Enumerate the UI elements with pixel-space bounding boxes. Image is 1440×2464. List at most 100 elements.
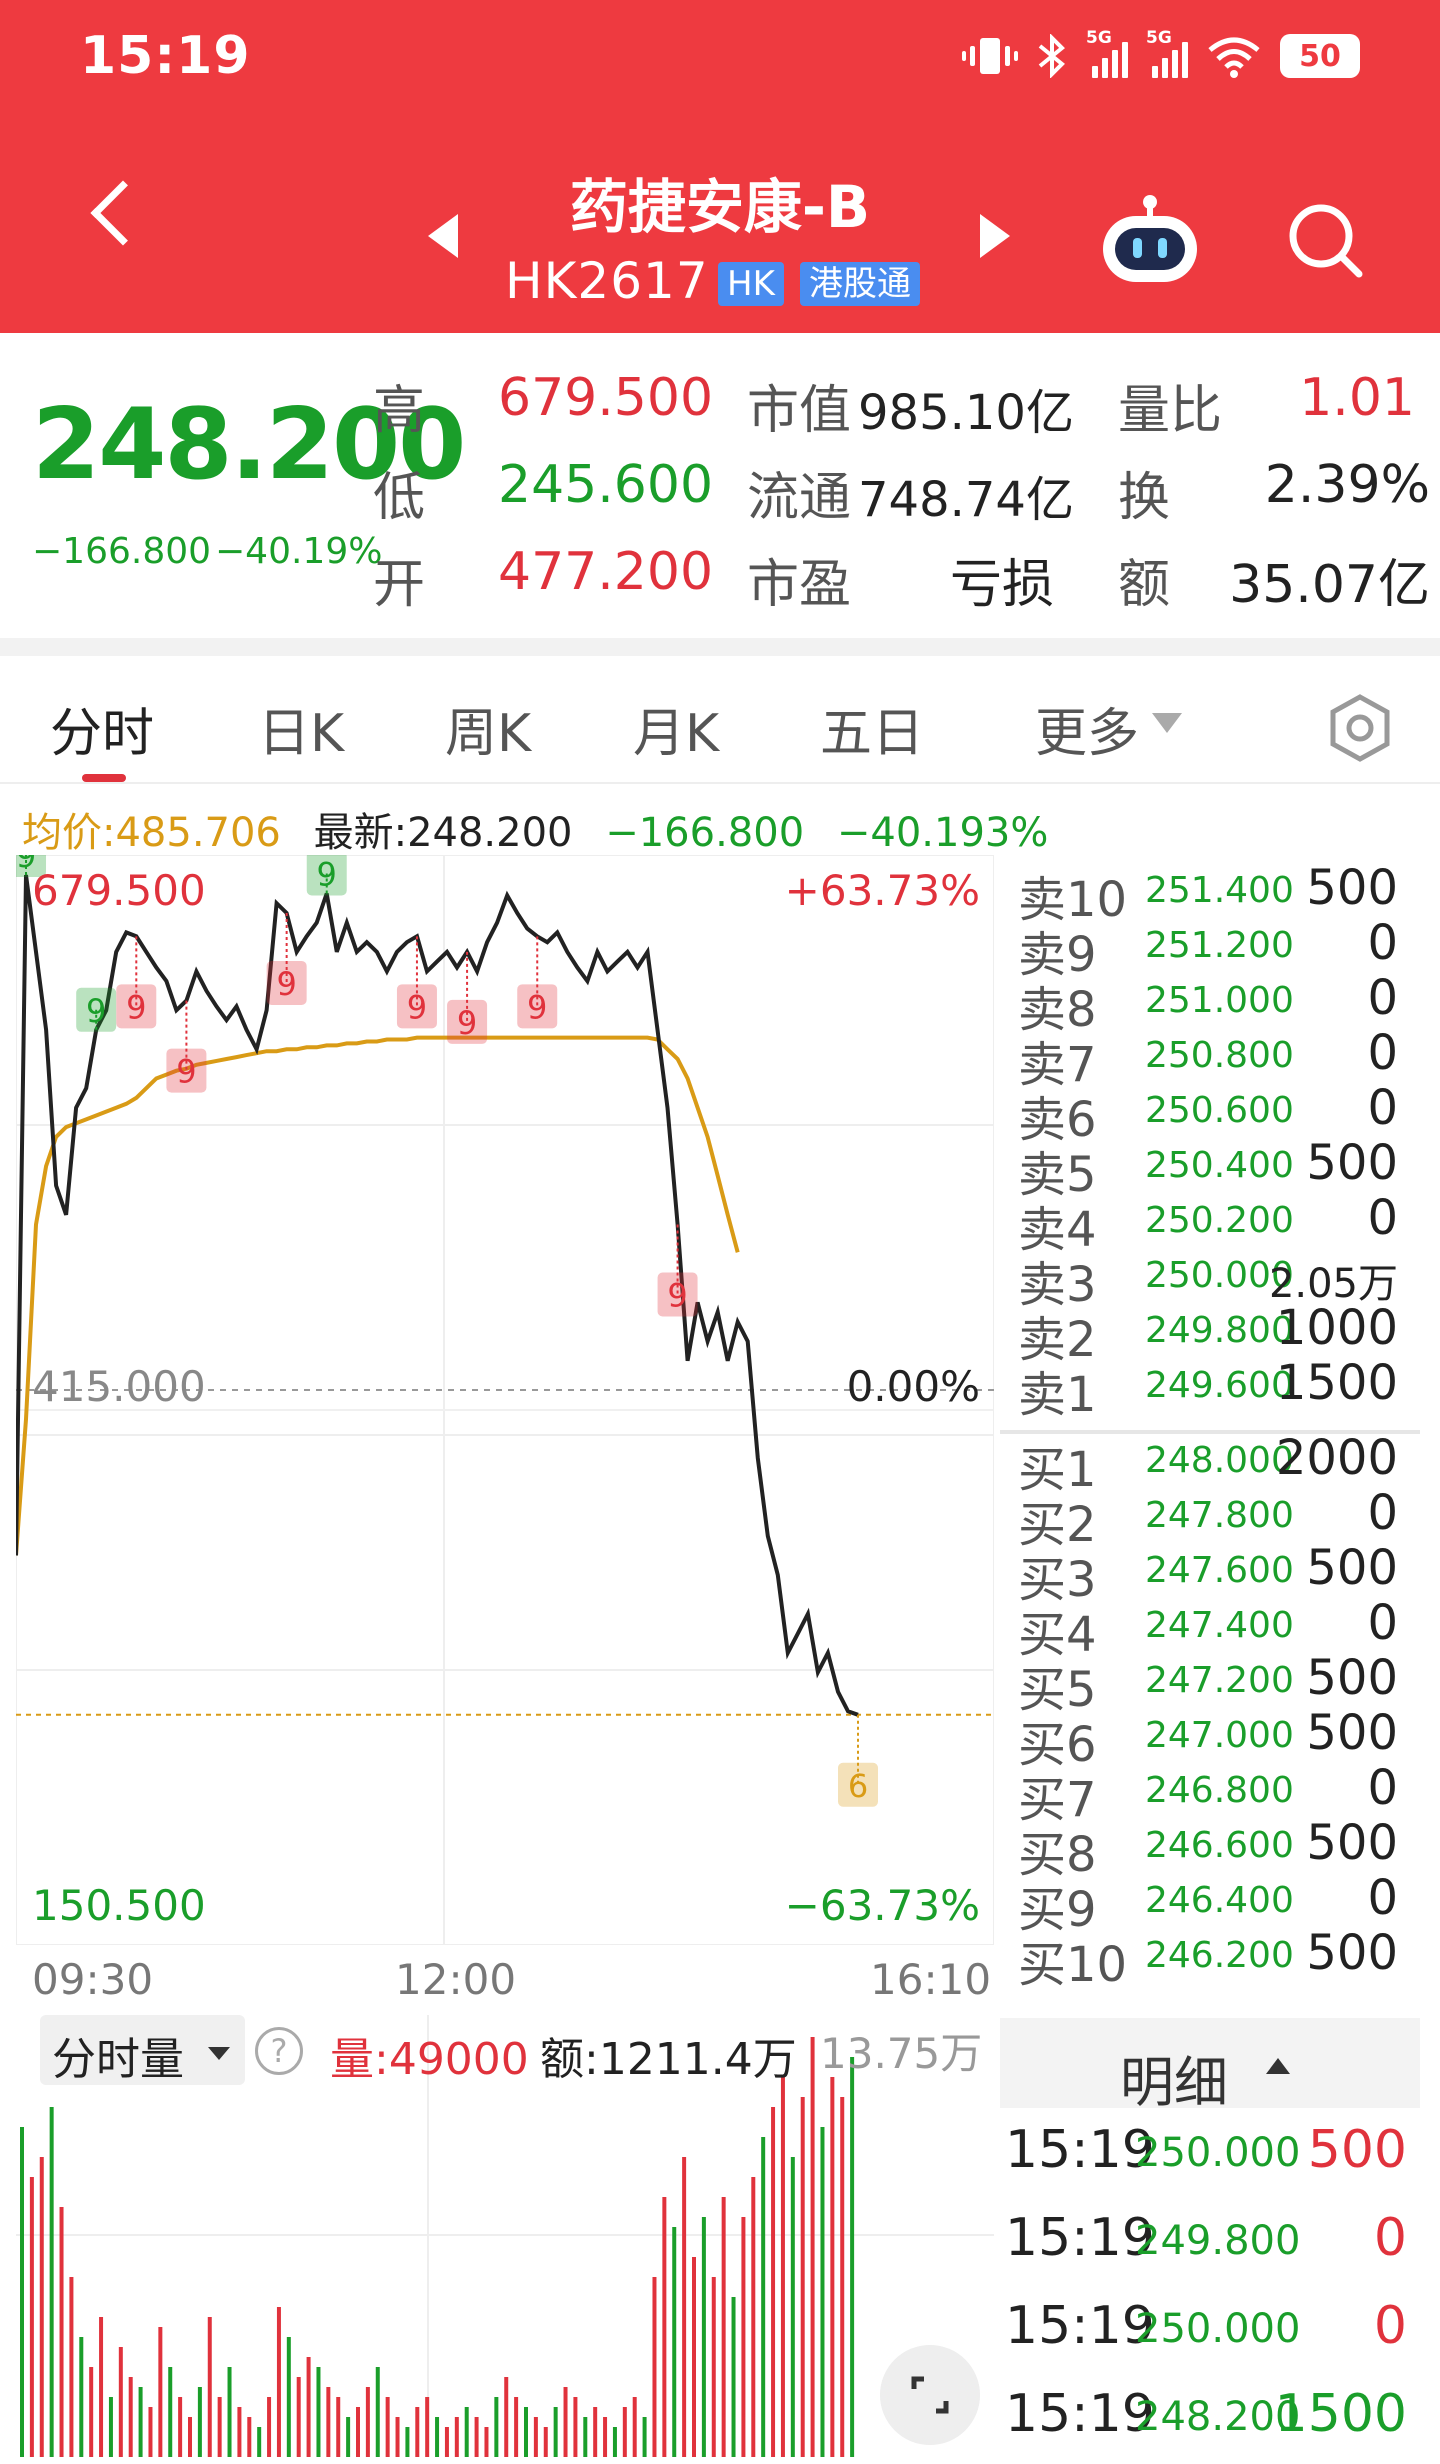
- order-level-label: 卖8: [1018, 982, 1097, 1038]
- tab-daily-k[interactable]: 日K: [258, 704, 345, 764]
- volume-bar: [583, 2417, 588, 2457]
- order-volume: 1000: [1275, 1300, 1398, 1356]
- trade-detail-header[interactable]: 明细: [1000, 2018, 1420, 2114]
- trade-volume: 0: [1373, 2296, 1407, 2356]
- order-level-label: 卖1: [1018, 1367, 1097, 1423]
- settings-icon[interactable]: [1325, 693, 1395, 763]
- order-volume: 500: [1306, 1650, 1398, 1706]
- ask-row[interactable]: 卖3 250.000 2.05万: [1000, 1245, 1420, 1313]
- volume-bar: [652, 2277, 657, 2457]
- ask-row[interactable]: 卖9 251.200 0: [1000, 915, 1420, 983]
- volume-bar: [99, 2317, 104, 2457]
- bid-row[interactable]: 买7 246.800 0: [1000, 1760, 1420, 1828]
- y-max-label: 679.500: [32, 866, 206, 915]
- price-line: [16, 874, 859, 1717]
- caret-up-icon: [1266, 2058, 1290, 2074]
- x-start-label: 09:30: [32, 1955, 154, 2004]
- help-icon[interactable]: ?: [255, 2027, 303, 2075]
- order-volume: 500: [1306, 1135, 1398, 1191]
- volume-bar: [69, 2277, 74, 2457]
- trade-volume: 0: [1373, 2208, 1407, 2268]
- avg-price-line: [16, 1035, 740, 1556]
- ask-row[interactable]: 卖4 250.200 0: [1000, 1190, 1420, 1258]
- order-price: 248.000: [1145, 1440, 1294, 1481]
- volume-bar: [118, 2347, 123, 2457]
- ask-row[interactable]: 卖2 249.800 1000: [1000, 1300, 1420, 1368]
- tab-weekly-k[interactable]: 周K: [445, 704, 532, 764]
- ask-row[interactable]: 卖8 251.000 0: [1000, 970, 1420, 1038]
- tab-intraday[interactable]: 分时: [50, 704, 155, 764]
- low-label: 低: [373, 468, 426, 528]
- volume-bar: [622, 2407, 627, 2457]
- trade-row: 15:19 250.000 500: [1005, 2120, 1425, 2200]
- volume-bar: [49, 2107, 54, 2457]
- ask-row[interactable]: 卖6 250.600 0: [1000, 1080, 1420, 1148]
- bid-row[interactable]: 买1 248.000 2000: [1000, 1430, 1420, 1498]
- tab-monthly-k[interactable]: 月K: [633, 704, 720, 764]
- status-icons: 5G 5G 50: [962, 28, 1360, 84]
- tab-more[interactable]: 更多: [1035, 704, 1140, 764]
- bid-row[interactable]: 买2 247.800 0: [1000, 1485, 1420, 1553]
- trade-price: 250.000: [1135, 2306, 1301, 2352]
- intraday-info: 均价:485.706 最新:248.200 −166.800 −40.193%: [22, 800, 1068, 858]
- volume-bar: [761, 2137, 766, 2457]
- signal-marker: 9: [447, 951, 488, 1044]
- expand-icon[interactable]: [880, 2345, 980, 2445]
- avg-price: 均价:485.706: [22, 810, 281, 856]
- order-level-label: 卖5: [1018, 1147, 1097, 1203]
- ask-row[interactable]: 卖10 251.400 500: [1000, 860, 1420, 928]
- ask-row[interactable]: 卖5 250.400 500: [1000, 1135, 1420, 1203]
- back-icon[interactable]: [90, 180, 156, 246]
- trade-time: 15:19: [1005, 2120, 1155, 2180]
- volume-bar: [504, 2377, 509, 2457]
- ask-row[interactable]: 卖7 250.800 0: [1000, 1025, 1420, 1093]
- volume-bar: [632, 2397, 637, 2457]
- order-level-label: 买6: [1018, 1717, 1097, 1773]
- stock-name: 药捷安康-B: [569, 173, 871, 241]
- bid-row[interactable]: 买3 247.600 500: [1000, 1540, 1420, 1608]
- bid-row[interactable]: 买4 247.400 0: [1000, 1595, 1420, 1663]
- robot-assistant-icon[interactable]: [1095, 190, 1205, 290]
- bid-row[interactable]: 买8 246.600 500: [1000, 1815, 1420, 1883]
- svg-text:9: 9: [407, 988, 427, 1026]
- market-tag: HK: [718, 262, 784, 306]
- bid-row[interactable]: 买10 246.200 500: [1000, 1925, 1420, 1993]
- svg-text:9: 9: [16, 855, 36, 875]
- status-time: 15:19: [80, 26, 251, 86]
- order-level-label: 买9: [1018, 1882, 1097, 1938]
- ask-row[interactable]: 卖1 249.600 1500: [1000, 1355, 1420, 1423]
- price-change: −166.800: [32, 531, 212, 572]
- signal-icon-2: 5G: [1146, 28, 1188, 78]
- volume-bar: [128, 2377, 133, 2457]
- order-level-label: 卖3: [1018, 1257, 1097, 1313]
- next-stock-icon[interactable]: [980, 214, 1010, 258]
- volume-bar: [553, 2407, 558, 2457]
- volume-bar: [286, 2337, 291, 2457]
- volume-bar: [39, 2157, 44, 2457]
- order-price: 250.600: [1145, 1090, 1294, 1131]
- svg-text:9: 9: [176, 1053, 196, 1091]
- bid-row[interactable]: 买5 247.200 500: [1000, 1650, 1420, 1718]
- order-volume: 0: [1367, 1025, 1398, 1081]
- search-icon[interactable]: [1285, 200, 1365, 280]
- bid-row[interactable]: 买6 247.000 500: [1000, 1705, 1420, 1773]
- open-label: 开: [373, 555, 426, 615]
- order-level-label: 买10: [1018, 1937, 1128, 1993]
- volume-bar: [158, 2327, 163, 2457]
- volume-bar: [810, 2037, 815, 2457]
- order-level-label: 买3: [1018, 1552, 1097, 1608]
- svg-text:9: 9: [317, 855, 337, 893]
- volume-bar: [682, 2157, 687, 2457]
- bid-row[interactable]: 买9 246.400 0: [1000, 1870, 1420, 1938]
- volume-bar: [168, 2367, 173, 2457]
- trade-time: 15:19: [1005, 2296, 1155, 2356]
- order-price: 246.400: [1145, 1880, 1294, 1921]
- price-change-pct: −40.19%: [215, 531, 383, 572]
- prev-stock-icon[interactable]: [428, 214, 458, 258]
- tab-five-day[interactable]: 五日: [820, 704, 925, 764]
- volume-bar: [533, 2417, 538, 2457]
- trade-time: 15:19: [1005, 2208, 1155, 2268]
- volume-bar: [524, 2407, 528, 2457]
- mktcap-value: 985.10亿: [858, 385, 1074, 441]
